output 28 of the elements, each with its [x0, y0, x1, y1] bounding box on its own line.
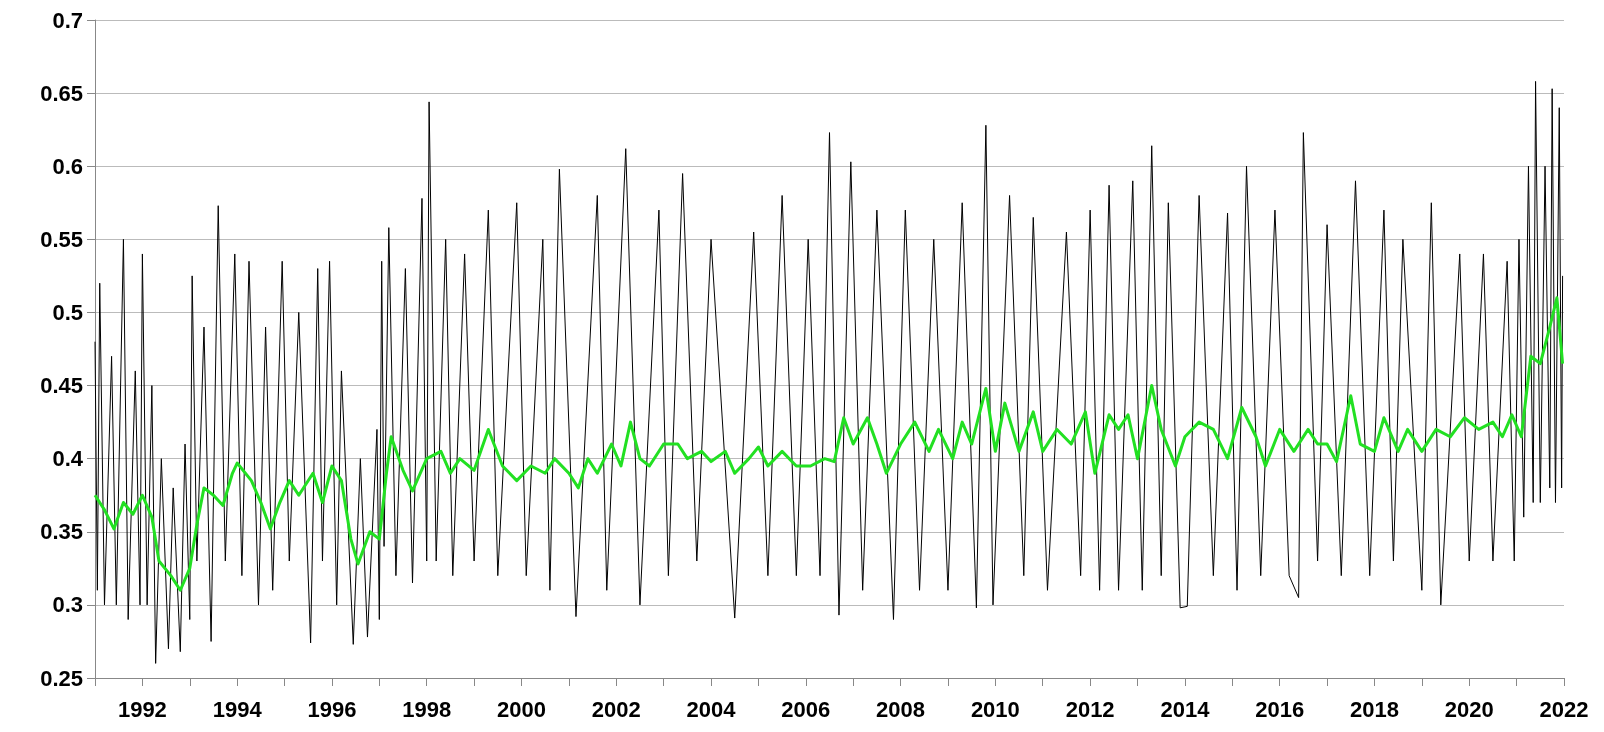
y-tick-label: 0.35 [40, 519, 83, 545]
x-tick-label: 2010 [970, 696, 1020, 722]
x-tick-label: 2018 [1349, 696, 1399, 722]
x-tick-label: 2020 [1444, 696, 1494, 722]
x-tick-label: 2016 [1255, 696, 1305, 722]
y-tick-label: 0.25 [40, 665, 83, 691]
x-tick-label: 2002 [591, 696, 641, 722]
x-tick-label: 1996 [307, 696, 357, 722]
x-tick-label: 2006 [781, 696, 831, 722]
y-tick-label: 0.5 [52, 299, 83, 325]
x-tick-label: 2008 [876, 696, 926, 722]
x-tick-label: 2012 [1065, 696, 1115, 722]
x-tick-label: 1998 [402, 696, 452, 722]
x-tick-label: 2014 [1160, 696, 1211, 722]
x-tick-label: 2022 [1539, 696, 1589, 722]
y-tick-label: 0.65 [40, 80, 83, 106]
x-tick-label: 2004 [686, 696, 737, 722]
line-series [93, 296, 1565, 592]
x-tick-label: 1992 [117, 696, 167, 722]
y-tick-label: 0.45 [40, 373, 83, 399]
y-tick-label: 0.6 [52, 153, 83, 179]
y-tick-label: 0.55 [40, 226, 83, 252]
y-tick-label: 0.3 [52, 592, 83, 618]
y-tick-label: 0.7 [52, 7, 83, 33]
x-tick-label: 2000 [497, 696, 546, 722]
y-tick-label: 0.4 [52, 446, 84, 472]
x-tick-label: 1994 [212, 696, 263, 722]
line-series [94, 80, 1564, 664]
